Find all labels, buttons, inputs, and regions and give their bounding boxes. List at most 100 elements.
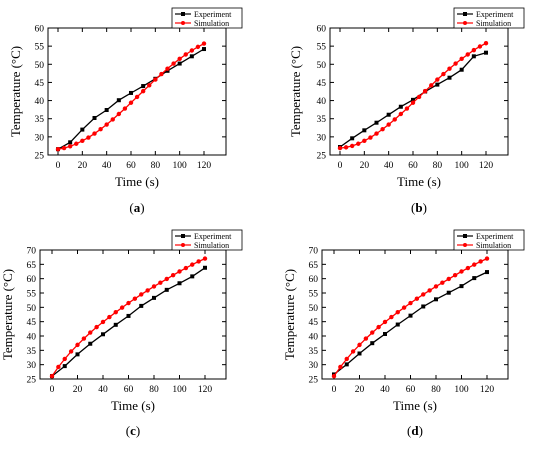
chart-panel-a: 25 30 35 40 45 50 55 60 0 20 40 60 80 100 120 Time (s) T…	[8, 7, 243, 215]
data-point-experiment	[116, 98, 121, 103]
y-axis-label: Temperature (°C)	[288, 46, 303, 137]
data-point-experiment	[88, 341, 93, 346]
legend-label-experiment: Experiment	[476, 232, 514, 241]
data-point-simulation	[350, 349, 356, 354]
y-tick-label: 60	[309, 275, 319, 285]
data-point-experiment	[421, 304, 426, 309]
x-tick-label: 80	[149, 385, 159, 395]
data-point-simulation	[88, 330, 93, 335]
x-tick-label: 100	[455, 161, 470, 171]
y-tick-label: 55	[309, 290, 319, 300]
x-tick-label: 100	[173, 161, 188, 171]
data-point-simulation	[410, 100, 416, 105]
data-point-simulation	[56, 364, 61, 370]
data-point-experiment	[189, 54, 194, 59]
y-tick-label: 40	[27, 333, 37, 343]
y-tick-label: 35	[27, 347, 37, 357]
y-tick-label: 45	[309, 318, 319, 328]
y-tick-label: 60	[35, 25, 45, 35]
data-point-experiment	[446, 290, 451, 295]
x-axis-label: Time (s)	[397, 174, 441, 189]
y-tick-label: 70	[309, 247, 319, 257]
y-tick-label: 55	[35, 43, 45, 53]
y-tick-label: 50	[317, 61, 327, 71]
data-point-simulation	[128, 100, 134, 105]
data-point-simulation	[435, 77, 440, 82]
data-point-experiment	[357, 351, 362, 356]
x-tick-label: 20	[73, 385, 83, 395]
y-tick-label: 55	[27, 290, 37, 300]
data-point-simulation	[196, 259, 201, 264]
x-tick-label: 100	[454, 385, 469, 395]
data-point-simulation	[151, 284, 157, 289]
plot-frame	[47, 27, 227, 156]
data-point-simulation	[363, 336, 369, 341]
data-point-experiment	[113, 322, 118, 327]
x-tick-label: 60	[408, 161, 418, 171]
y-tick-label: 30	[27, 361, 37, 371]
data-point-simulation	[362, 138, 367, 144]
data-point-simulation	[433, 284, 439, 289]
x-tick-label: 40	[98, 385, 108, 395]
x-axis-label: Time (s)	[393, 398, 437, 413]
data-point-simulation	[119, 305, 125, 310]
y-tick-label: 25	[309, 376, 319, 386]
y-tick-label: 40	[35, 97, 45, 107]
data-point-simulation	[116, 111, 122, 117]
legend-marker-experiment	[463, 12, 467, 16]
data-point-simulation	[386, 122, 391, 127]
y-tick-label: 45	[27, 318, 37, 328]
data-point-experiment	[129, 90, 133, 95]
data-point-simulation	[74, 141, 79, 146]
x-tick-label: 20	[360, 161, 370, 171]
data-point-simulation	[459, 269, 464, 274]
chart-panel-d: 25 30 35 40 45 50 55 60 65 70 0 20 40 60 80 100 120 Time …	[282, 229, 525, 438]
series-line-simulation	[57, 43, 205, 150]
data-point-simulation	[202, 256, 208, 261]
data-point-simulation	[465, 265, 471, 271]
legend-marker-simulation	[463, 21, 467, 25]
panel-caption: (d)	[407, 423, 423, 438]
data-point-experiment	[472, 276, 477, 281]
y-tick-label: 40	[317, 97, 327, 107]
legend-marker-simulation	[181, 243, 185, 247]
data-point-simulation	[183, 265, 189, 271]
data-point-simulation	[165, 66, 170, 71]
data-point-simulation	[337, 145, 343, 151]
data-point-simulation	[453, 61, 458, 66]
y-tick-label: 60	[27, 275, 37, 285]
data-point-experiment	[386, 112, 391, 117]
data-point-simulation	[92, 131, 97, 136]
y-axis-label: Temperature (°C)	[0, 269, 15, 360]
data-point-experiment	[101, 332, 105, 337]
data-point-simulation	[356, 141, 361, 146]
data-point-experiment	[459, 67, 464, 72]
x-tick-label: 40	[102, 161, 112, 171]
data-point-experiment	[164, 287, 169, 292]
x-tick-label: 40	[380, 385, 390, 395]
data-point-simulation	[446, 276, 451, 282]
data-point-experiment	[484, 50, 488, 55]
y-tick-label: 30	[309, 361, 319, 371]
data-point-simulation	[429, 83, 434, 88]
data-point-simulation	[189, 48, 195, 53]
data-point-simulation	[132, 296, 138, 301]
data-point-experiment	[68, 140, 73, 145]
data-point-simulation	[392, 117, 397, 122]
data-point-simulation	[401, 305, 407, 310]
data-point-experiment	[395, 322, 400, 327]
data-point-simulation	[113, 310, 118, 315]
data-point-simulation	[380, 127, 385, 132]
x-tick-label: 100	[172, 385, 187, 395]
data-point-simulation	[344, 356, 349, 362]
x-tick-label: 80	[151, 161, 161, 171]
data-point-experiment	[344, 362, 349, 367]
x-tick-label: 60	[124, 385, 134, 395]
data-point-simulation	[331, 373, 337, 379]
y-tick-label: 55	[317, 43, 327, 53]
legend-label-experiment: Experiment	[476, 10, 514, 19]
data-point-simulation	[427, 288, 432, 293]
data-point-simulation	[472, 262, 477, 267]
y-tick-label: 70	[27, 247, 37, 257]
data-point-experiment	[139, 303, 144, 308]
